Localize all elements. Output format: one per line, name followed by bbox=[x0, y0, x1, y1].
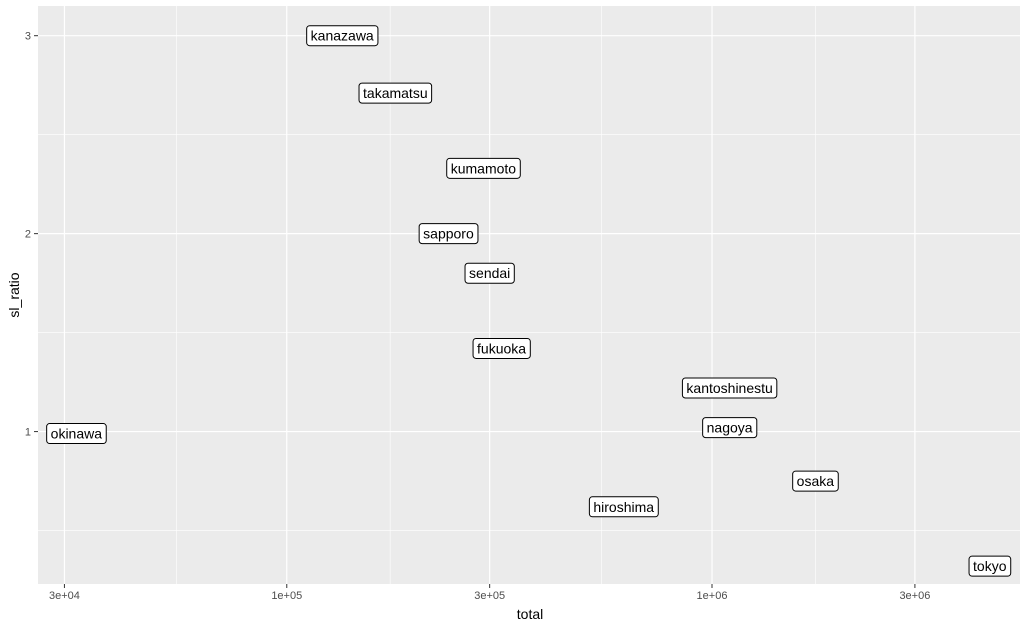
x-tick-label: 3e+05 bbox=[474, 590, 505, 602]
y-tick-labels: 1 2 3 bbox=[25, 31, 31, 439]
point-label-text: fukuoka bbox=[477, 340, 526, 356]
point-label: sapporo bbox=[418, 223, 479, 245]
y-tick-label: 1 bbox=[25, 427, 31, 439]
axis-tick-marks bbox=[34, 35, 916, 588]
x-tick-label: 1e+06 bbox=[697, 590, 728, 602]
x-tick-label: 3e+06 bbox=[899, 590, 930, 602]
point-label-box bbox=[681, 377, 778, 399]
point-labels: kanazawa takamatsu kumamoto sapporo sendai fu… bbox=[46, 25, 1012, 577]
point-label-text: hiroshima bbox=[593, 499, 654, 515]
point-label-box bbox=[358, 82, 433, 104]
point-label-text: sapporo bbox=[423, 226, 474, 242]
point-label-box bbox=[588, 496, 659, 518]
point-label: kumamoto bbox=[446, 157, 521, 179]
point-label-box bbox=[472, 337, 531, 359]
point-label-text: takamatsu bbox=[363, 85, 428, 101]
point-label: tokyo bbox=[968, 555, 1012, 577]
point-label-text: tokyo bbox=[973, 558, 1007, 574]
point-label: kanazawa bbox=[306, 25, 379, 47]
x-tick-labels: 3e+04 1e+05 3e+05 1e+06 3e+06 bbox=[49, 590, 930, 602]
point-label: osaka bbox=[792, 470, 839, 492]
point-label-text: nagoya bbox=[707, 420, 753, 436]
x-tick-label: 1e+05 bbox=[271, 590, 302, 602]
x-tick-label: 3e+04 bbox=[49, 590, 80, 602]
point-label-box bbox=[792, 470, 839, 492]
point-label: okinawa bbox=[46, 423, 107, 445]
point-label: nagoya bbox=[702, 417, 758, 439]
point-label-text: osaka bbox=[797, 473, 835, 489]
point-label: sendai bbox=[464, 262, 515, 284]
point-label-text: kantoshinestu bbox=[686, 380, 772, 396]
point-label: hiroshima bbox=[588, 496, 659, 518]
point-label-box bbox=[446, 157, 521, 179]
point-label-text: okinawa bbox=[51, 426, 103, 442]
point-label-box bbox=[464, 262, 515, 284]
point-label-box bbox=[968, 555, 1012, 577]
major-gridlines bbox=[38, 6, 1020, 584]
point-label: kantoshinestu bbox=[681, 377, 778, 399]
point-label: takamatsu bbox=[358, 82, 433, 104]
y-tick-label: 2 bbox=[25, 229, 31, 241]
point-label-box bbox=[418, 223, 479, 245]
point-label-box bbox=[702, 417, 758, 439]
point-label-text: kanazawa bbox=[311, 28, 374, 44]
point-label: fukuoka bbox=[472, 337, 531, 359]
panel-background bbox=[38, 6, 1020, 584]
y-tick-label: 3 bbox=[25, 31, 31, 43]
point-label-box bbox=[306, 25, 379, 47]
point-label-text: sendai bbox=[469, 265, 510, 281]
y-axis-title: sl_ratio bbox=[6, 272, 22, 317]
point-label-text: kumamoto bbox=[451, 160, 517, 176]
x-axis-title: total bbox=[517, 606, 543, 622]
point-label-box bbox=[46, 423, 107, 445]
